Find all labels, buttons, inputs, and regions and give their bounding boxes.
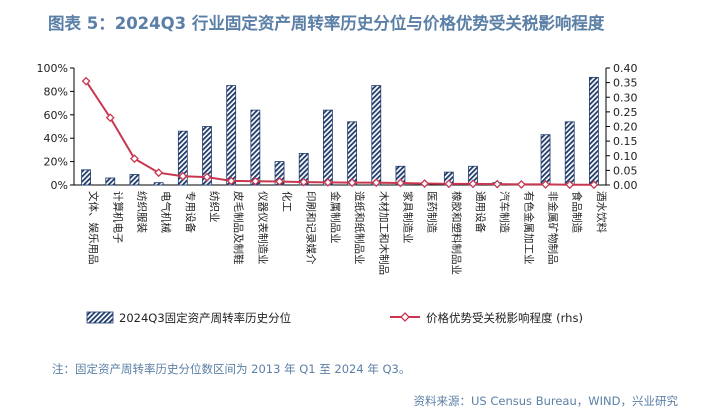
right-tick-label: 0.05	[613, 164, 638, 177]
category-label: 纺织业	[208, 191, 221, 223]
line-point	[275, 177, 284, 186]
bar	[564, 121, 575, 186]
category-label: 非金属矿物制品	[547, 191, 560, 265]
line-point	[178, 171, 188, 181]
bar	[323, 109, 333, 186]
line-point	[154, 168, 164, 178]
right-tick-label: 0.10	[613, 150, 638, 163]
bar	[129, 174, 140, 186]
footnote: 注：固定资产周转率历史分位数区间为 2013 年 Q1 至 2024 年 Q3。	[52, 362, 411, 376]
bar	[105, 177, 116, 186]
category-label: 家具制造业	[401, 191, 414, 244]
legend-bar-label: 2024Q3固定资产周转率历史分位	[119, 311, 291, 325]
left-tick-label: 60%	[44, 109, 68, 122]
category-label: 仪器仪表制造业	[256, 191, 269, 265]
line-point	[299, 177, 309, 187]
category-label: 化工	[281, 191, 294, 212]
line-point	[130, 154, 139, 164]
chart-title: 图表 5：2024Q3 行业固定资产周转率历史分位与价格优势受关税影响程度	[48, 14, 605, 33]
right-tick-label: 0.40	[613, 62, 638, 75]
bar	[250, 109, 261, 186]
right-tick-label: 0.30	[613, 91, 638, 104]
line-point	[202, 172, 212, 182]
bar	[589, 76, 599, 186]
line-point	[565, 180, 575, 190]
bar	[177, 130, 188, 186]
category-label: 计算机电子	[111, 191, 124, 244]
line-point	[371, 178, 381, 188]
left-tick-label: 100%	[37, 62, 68, 75]
legend-line-marker	[400, 312, 410, 322]
line-point	[468, 179, 478, 189]
bar	[226, 85, 237, 186]
category-label: 汽车制造	[498, 191, 511, 233]
category-label: 专用设备	[184, 191, 197, 233]
bars	[81, 76, 599, 186]
category-label: 金属制品业	[329, 191, 342, 244]
right-tick-label: 0.35	[613, 77, 638, 90]
left-tick-label: 80%	[44, 85, 68, 98]
line-point	[347, 178, 357, 188]
line-point	[250, 176, 260, 186]
category-label: 橡胶和塑料制品业	[450, 191, 463, 275]
line-point	[444, 179, 454, 189]
category-label: 印刷和记录媒介	[305, 191, 318, 265]
category-label: 纺织服装	[135, 191, 148, 233]
bar	[81, 169, 91, 186]
right-tick-label: 0.25	[613, 106, 638, 119]
line-path	[85, 80, 594, 186]
line-point	[541, 179, 550, 189]
left-tick-label: 0%	[51, 179, 68, 192]
line-series	[81, 76, 599, 190]
bar	[540, 134, 551, 186]
left-tick-label: 20%	[44, 156, 68, 169]
category-label: 造纸和纸制品业	[353, 191, 366, 265]
category-label: 文体、娱乐用品	[87, 191, 100, 265]
source-note: 资料来源：US Census Bureau，WIND，兴业研究	[413, 394, 678, 408]
right-tick-label: 0.20	[613, 121, 638, 134]
line-point	[105, 113, 115, 123]
right-tick-label: 0.15	[613, 135, 638, 148]
legend-line-label: 价格优势受关税影响程度 (rhs)	[426, 311, 583, 325]
category-label: 通用设备	[474, 191, 487, 233]
category-label: 皮毛制品及制鞋	[232, 191, 245, 265]
category-label: 电气机械	[160, 191, 173, 233]
category-labels: 文体、娱乐用品 计算机电子 纺织服装 电气机械 专用设备 纺织业 皮毛制品及制鞋 仪器仪表制造…	[87, 191, 608, 275]
bar	[347, 121, 357, 186]
line-point	[323, 177, 333, 187]
bar	[371, 85, 382, 186]
line-point	[81, 76, 91, 86]
line-point	[226, 176, 236, 186]
bar	[153, 182, 164, 186]
axes: 0% 20% 40% 60% 80% 100% 0.00 0.050.10 0.150.20 0.…	[37, 62, 638, 192]
line-point	[589, 180, 599, 190]
right-tick-label: 0.00	[613, 179, 638, 192]
category-label: 木材加工和木制品	[377, 191, 390, 275]
line-point	[396, 178, 405, 188]
line-point	[516, 179, 526, 189]
category-label: 医药制造	[426, 191, 439, 233]
legend: 2024Q3固定资产周转率历史分位 价格优势受关税影响程度 (rhs)	[86, 311, 583, 325]
line-point	[420, 179, 430, 188]
category-label: 酒水饮料	[595, 191, 608, 233]
bar	[202, 126, 212, 186]
category-label: 食品制造	[571, 191, 584, 233]
left-tick-label: 40%	[44, 132, 68, 145]
category-label: 有色金属加工业	[522, 191, 535, 265]
line-point	[492, 179, 502, 189]
legend-bar-swatch	[86, 311, 114, 324]
